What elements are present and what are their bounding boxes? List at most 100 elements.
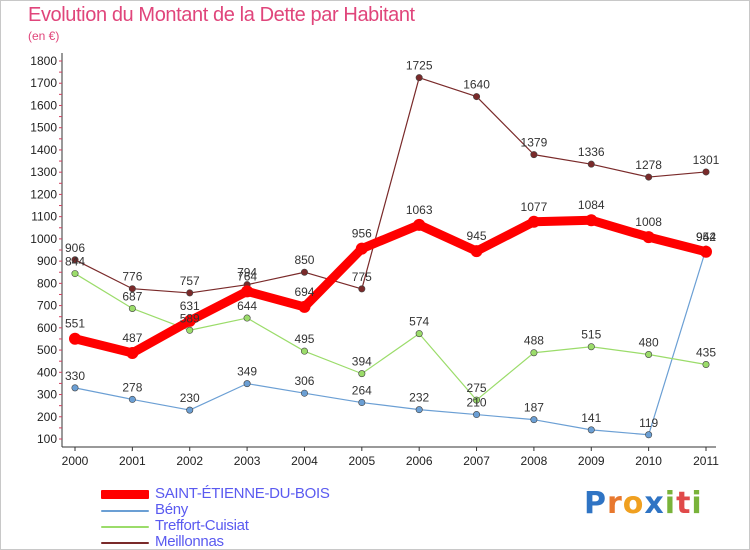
x-tick-label: 2006 — [406, 454, 433, 468]
x-tick-label: 2010 — [635, 454, 662, 468]
logo-letter: i — [691, 486, 703, 521]
data-point — [243, 314, 251, 322]
data-label: 1640 — [463, 78, 490, 92]
data-point — [473, 93, 481, 101]
data-label: 488 — [524, 334, 544, 348]
data-label: 574 — [409, 315, 429, 329]
y-tick-label: 400 — [37, 365, 57, 379]
data-label: 275 — [467, 381, 487, 395]
data-label: 306 — [294, 374, 314, 388]
y-tick-label: 1000 — [30, 232, 57, 246]
data-point — [473, 411, 481, 419]
data-point — [470, 245, 483, 258]
data-point — [241, 285, 254, 298]
y-tick-label: 1500 — [30, 121, 57, 135]
data-point — [585, 214, 598, 227]
data-label: 764 — [237, 269, 257, 283]
y-tick-label: 300 — [37, 388, 57, 402]
data-point — [415, 330, 423, 338]
logo-letter: o — [622, 486, 645, 521]
data-label: 495 — [294, 332, 314, 346]
logo-letter: r — [607, 486, 623, 521]
data-label: 394 — [352, 355, 372, 369]
data-label: 330 — [65, 369, 85, 383]
data-point — [128, 285, 136, 293]
x-tick-label: 2003 — [234, 454, 261, 468]
data-point — [186, 326, 194, 334]
data-label: 349 — [237, 365, 257, 379]
x-tick-label: 2000 — [62, 454, 89, 468]
data-point — [645, 173, 653, 181]
legend-label: SAINT-ÉTIENNE-DU-BOIS — [155, 485, 330, 502]
data-point — [415, 74, 423, 82]
data-point — [186, 289, 194, 297]
y-tick-label: 600 — [37, 321, 57, 335]
data-label: 1301 — [693, 153, 720, 167]
legend-swatch — [101, 542, 149, 544]
data-label: 435 — [696, 346, 716, 360]
data-label: 551 — [65, 317, 85, 331]
data-label: 264 — [352, 384, 372, 398]
data-label: 954 — [696, 230, 716, 244]
logo-letter: t — [676, 486, 692, 521]
data-label: 1278 — [635, 158, 662, 172]
data-label: 757 — [180, 274, 200, 288]
data-label: 1084 — [578, 198, 605, 212]
data-label: 850 — [294, 253, 314, 267]
y-tick-label: 500 — [37, 343, 57, 357]
y-tick-label: 900 — [37, 254, 57, 268]
data-point — [702, 168, 710, 176]
data-point — [473, 396, 481, 404]
data-point — [355, 242, 368, 255]
data-point — [645, 431, 653, 439]
data-point — [413, 218, 426, 231]
data-label: 230 — [180, 391, 200, 405]
data-point — [702, 361, 710, 369]
x-tick-label: 2008 — [521, 454, 548, 468]
x-tick-label: 2011 — [693, 454, 719, 468]
data-point — [186, 406, 194, 414]
data-point — [71, 384, 79, 392]
data-label: 1725 — [406, 59, 433, 73]
data-point — [69, 332, 81, 345]
y-tick-label: 1800 — [30, 54, 57, 68]
data-point — [642, 231, 655, 244]
legend-swatch — [101, 526, 149, 528]
data-point — [71, 256, 79, 264]
data-label: 794 — [237, 266, 257, 280]
data-label: 694 — [294, 285, 314, 299]
data-label: 942 — [696, 230, 716, 244]
data-point — [530, 151, 538, 159]
data-label: 1379 — [521, 136, 548, 150]
legend-label: Treffort-Cuisiat — [155, 517, 249, 534]
data-label: 187 — [524, 401, 544, 415]
y-tick-label: 800 — [37, 276, 57, 290]
chart-title: Evolution du Montant de la Dette par Hab… — [28, 4, 415, 26]
data-label: 232 — [409, 391, 429, 405]
y-tick-label: 100 — [37, 432, 57, 446]
data-point — [587, 426, 595, 434]
legend-label: Bény — [155, 501, 188, 518]
data-label: 775 — [352, 270, 372, 284]
data-label: 644 — [237, 299, 257, 313]
y-tick-label: 200 — [37, 410, 57, 424]
data-label: 119 — [639, 416, 658, 430]
x-tick-label: 2004 — [291, 454, 318, 468]
x-tick-label: 2002 — [176, 454, 203, 468]
data-label: 1077 — [521, 200, 548, 214]
x-tick-label: 2005 — [348, 454, 375, 468]
data-label: 1008 — [635, 215, 662, 229]
series-line-1 — [74, 248, 707, 436]
data-label: 589 — [180, 311, 200, 325]
proxiti-logo: Proxiti — [584, 486, 703, 521]
data-point — [71, 270, 79, 278]
data-label: 141 — [581, 411, 601, 425]
data-point — [128, 395, 136, 403]
legend-label: Meillonnas — [155, 533, 224, 550]
y-tick-label: 1200 — [30, 187, 57, 201]
data-point — [300, 389, 308, 397]
data-label: 776 — [122, 270, 142, 284]
data-point — [128, 304, 136, 312]
data-label: 906 — [65, 241, 85, 255]
